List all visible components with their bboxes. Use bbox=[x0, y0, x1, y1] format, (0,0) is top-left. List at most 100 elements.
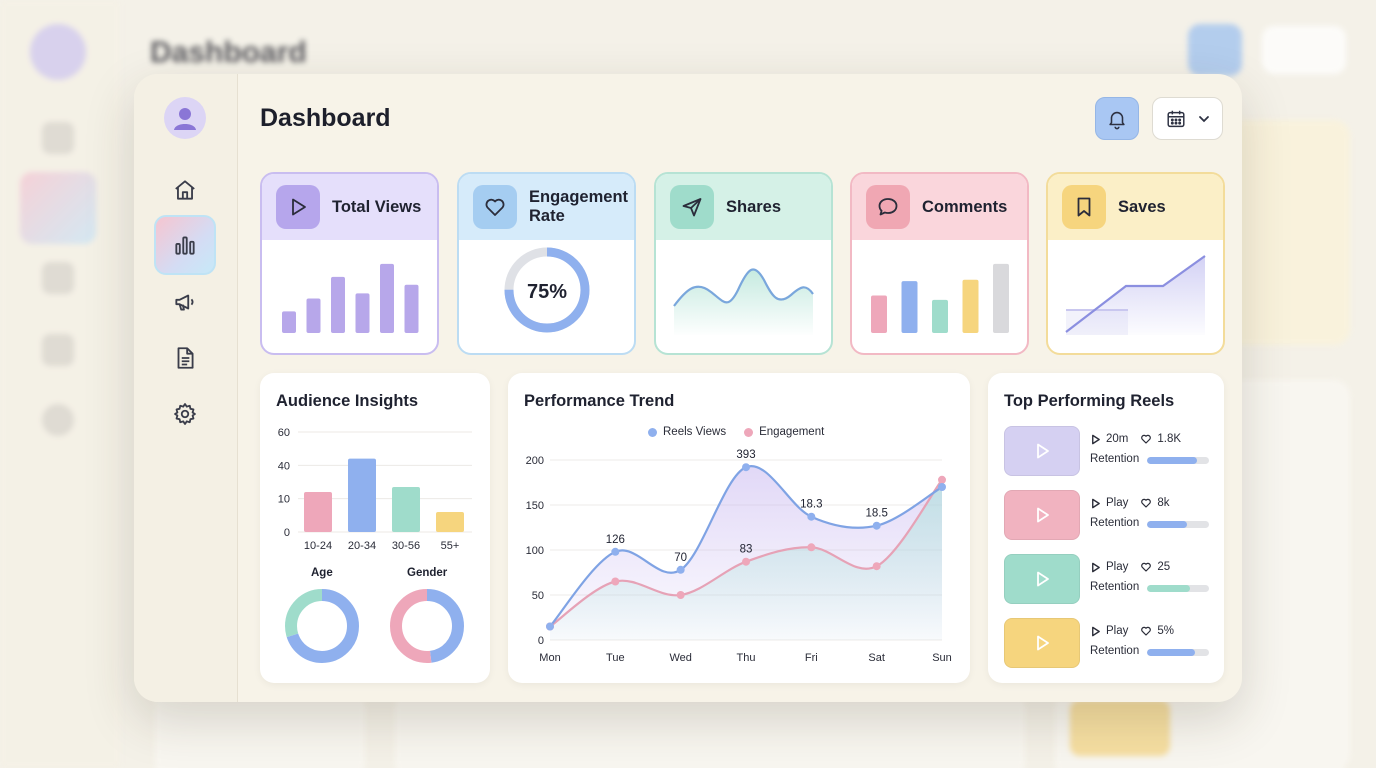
performance-trend-chart: 0 50 100 150 200 Mon Tue Wed Thu Fri Sat Sun 126 70 39… bbox=[526, 449, 952, 664]
reel-item[interactable]: 20m 1.8K Retention bbox=[1004, 426, 1209, 476]
trend-data-label: 18.3 bbox=[800, 499, 822, 511]
engagement-rate-label-line1: Engagement bbox=[529, 188, 629, 206]
trend-data-label: 83 bbox=[740, 544, 753, 556]
bookmark-icon bbox=[1077, 197, 1091, 217]
trend-x-label: Tue bbox=[606, 652, 625, 664]
views-bar bbox=[282, 311, 296, 333]
shares-area bbox=[674, 269, 813, 335]
engagement-rate-card[interactable]: Engagement Rate 75% bbox=[457, 172, 636, 355]
reel-thumbnail[interactable] bbox=[1004, 426, 1080, 476]
reels-views-point bbox=[872, 521, 881, 530]
performance-trend-panel: Performance Trend Reels Views Engagement… bbox=[508, 373, 970, 683]
saves-line bbox=[1065, 255, 1206, 333]
legend-dot-reels-views bbox=[648, 427, 657, 437]
heart-icon bbox=[485, 198, 505, 216]
reel-stats: Play 5% bbox=[1090, 625, 1174, 637]
gear-icon bbox=[174, 403, 196, 425]
comments-card[interactable]: Comments bbox=[850, 172, 1029, 355]
trend-x-label: Mon bbox=[539, 652, 560, 664]
send-icon bbox=[682, 198, 702, 217]
engagement-donut: 75% bbox=[504, 247, 590, 333]
sidebar-item-analytics[interactable] bbox=[154, 215, 216, 275]
reel-stats: Play 8k bbox=[1090, 497, 1170, 509]
background-reel-thumb bbox=[1070, 700, 1170, 756]
sidebar bbox=[134, 74, 238, 702]
reel-retention-fill bbox=[1147, 521, 1188, 528]
audience-x-label: 55+ bbox=[441, 540, 460, 552]
play-small-icon bbox=[1092, 498, 1100, 508]
trend-x-label: Fri bbox=[805, 652, 818, 664]
comments-bar bbox=[901, 281, 918, 333]
trend-data-label: 393 bbox=[736, 449, 755, 461]
background-audience-card bbox=[155, 690, 365, 768]
trend-data-label: 18.5 bbox=[865, 508, 887, 520]
engagement-point bbox=[807, 543, 816, 552]
home-icon bbox=[175, 180, 195, 200]
send-icon-tile bbox=[670, 185, 714, 229]
sidebar-item-campaigns[interactable] bbox=[154, 272, 216, 332]
play-icon-tile bbox=[276, 185, 320, 229]
comments-label: Comments bbox=[922, 197, 1008, 216]
engagement-point bbox=[872, 562, 881, 571]
reel-thumbnail[interactable] bbox=[1004, 618, 1080, 668]
views-bar bbox=[380, 263, 394, 333]
shares-line bbox=[673, 268, 814, 307]
views-bar bbox=[331, 276, 345, 333]
audience-y-tick: 10 bbox=[278, 494, 290, 506]
reel-item[interactable]: Play 25 Retention bbox=[1004, 554, 1209, 604]
engagement-donut-arc bbox=[504, 247, 590, 333]
bell-icon bbox=[1109, 111, 1125, 129]
background-calendar-button bbox=[1262, 26, 1346, 74]
engagement-rate-label: Engagement Rate bbox=[529, 188, 628, 226]
calendar-icon bbox=[1166, 110, 1185, 127]
megaphone-icon bbox=[175, 294, 194, 311]
play-small-icon bbox=[1092, 434, 1100, 444]
background-avatar bbox=[30, 24, 86, 80]
reels-views-point bbox=[546, 622, 554, 631]
reel-item[interactable]: Play 5% Retention bbox=[1004, 618, 1209, 668]
shares-card[interactable]: Shares bbox=[654, 172, 833, 355]
heart-small-icon bbox=[1141, 562, 1152, 572]
reel-retention-bar bbox=[1147, 457, 1209, 464]
views-bar bbox=[306, 298, 321, 333]
comment-icon bbox=[878, 198, 898, 216]
trend-data-label: 70 bbox=[674, 552, 687, 564]
heart-small-icon bbox=[1141, 434, 1152, 444]
reel-thumbnail[interactable] bbox=[1004, 490, 1080, 540]
date-range-button[interactable] bbox=[1152, 97, 1223, 140]
trend-data-label: 126 bbox=[606, 534, 625, 546]
donut-segment bbox=[285, 589, 359, 663]
reel-thumbnail[interactable] bbox=[1004, 554, 1080, 604]
audience-x-label: 10-24 bbox=[304, 540, 332, 552]
reel-item[interactable]: Play 8k Retention bbox=[1004, 490, 1209, 540]
sidebar-item-settings[interactable] bbox=[154, 384, 216, 444]
play-icon bbox=[1037, 507, 1049, 523]
reel-likes-value: 5% bbox=[1157, 625, 1174, 637]
audience-insights-title: Audience Insights bbox=[276, 392, 419, 410]
sidebar-item-reports[interactable] bbox=[154, 328, 216, 388]
views-bar bbox=[404, 284, 419, 333]
audience-bar bbox=[348, 458, 376, 532]
bar-chart-icon bbox=[175, 236, 195, 255]
engagement-point bbox=[611, 577, 620, 586]
comment-icon-tile bbox=[866, 185, 910, 229]
avatar[interactable] bbox=[164, 97, 206, 139]
total-views-header: Total Views bbox=[262, 174, 437, 240]
reels-views-point bbox=[742, 463, 750, 472]
play-icon bbox=[1037, 571, 1049, 587]
trend-legend: Reels Views Engagement bbox=[648, 426, 824, 438]
reel-likes-value: 25 bbox=[1157, 561, 1171, 573]
total-views-bar-chart bbox=[282, 263, 419, 333]
saves-card[interactable]: Saves bbox=[1046, 172, 1225, 355]
saves-area bbox=[1066, 256, 1205, 335]
background-active-nav bbox=[20, 172, 96, 244]
heart-small-icon bbox=[1141, 626, 1152, 636]
engagement-point bbox=[676, 591, 685, 599]
play-icon bbox=[292, 198, 306, 216]
notifications-button[interactable] bbox=[1095, 97, 1139, 140]
reel-retention-label: Retention bbox=[1090, 581, 1140, 593]
comments-header: Comments bbox=[852, 174, 1027, 240]
total-views-card[interactable]: Total Views bbox=[260, 172, 439, 355]
sidebar-item-home[interactable] bbox=[154, 160, 216, 220]
engagement-rate-label-line2: Rate bbox=[529, 207, 565, 225]
